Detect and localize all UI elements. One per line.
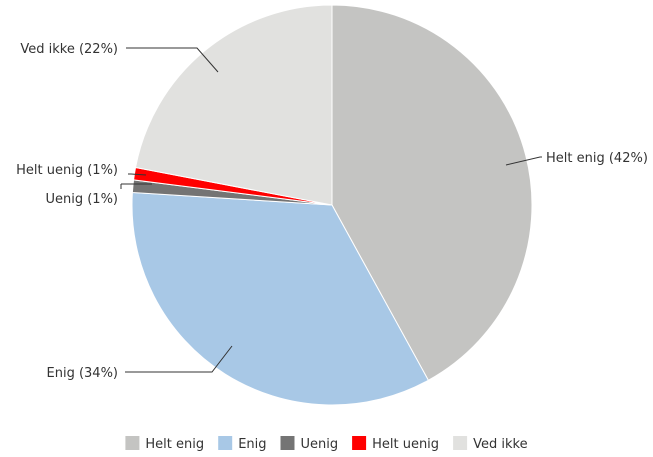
slice-label-enig: Enig (34%) (47, 366, 119, 381)
legend-item-helt-uenig[interactable]: Helt uenig (352, 436, 439, 452)
slice-label-uenig: Uenig (1%) (45, 192, 118, 207)
pie-slice-enig (131, 191, 430, 406)
leader-line-helt-enig (505, 156, 542, 166)
legend-item-ved-ikke[interactable]: Ved ikke (453, 436, 528, 452)
legend-label: Helt uenig (372, 437, 439, 452)
legend-item-uenig[interactable]: Uenig (280, 436, 339, 452)
legend-swatch (453, 436, 468, 450)
leader-line-enig (125, 345, 233, 373)
legend-item-enig[interactable]: Enig (218, 436, 267, 452)
legend-label: Helt enig (145, 437, 204, 452)
legend-swatch (125, 436, 140, 450)
slice-label-helt-uenig: Helt uenig (1%) (16, 163, 118, 178)
pie-slice-ved-ikke (134, 4, 333, 206)
legend-swatch (218, 436, 233, 450)
slice-label-helt-enig: Helt enig (42%) (546, 151, 648, 166)
legend-label: Ved ikke (473, 437, 527, 452)
pie-slices (131, 4, 533, 406)
legend: Helt enig Enig Uenig Helt uenig Ved ikke (125, 436, 528, 452)
legend-swatch (280, 436, 295, 450)
legend-item-helt-enig[interactable]: Helt enig (125, 436, 204, 452)
leader-line-helt-uenig (128, 173, 147, 176)
slice-label-ved-ikke: Ved ikke (22%) (20, 42, 118, 57)
legend-label: Uenig (301, 437, 339, 452)
legend-swatch (352, 436, 367, 450)
legend-label: Enig (238, 437, 266, 452)
pie-slice-helt-enig (331, 4, 533, 381)
slice-labels: Helt enig (42%) Enig (34%) Uenig (1%) Helt … (16, 42, 648, 381)
leader-line-ved-ikke (126, 47, 219, 73)
